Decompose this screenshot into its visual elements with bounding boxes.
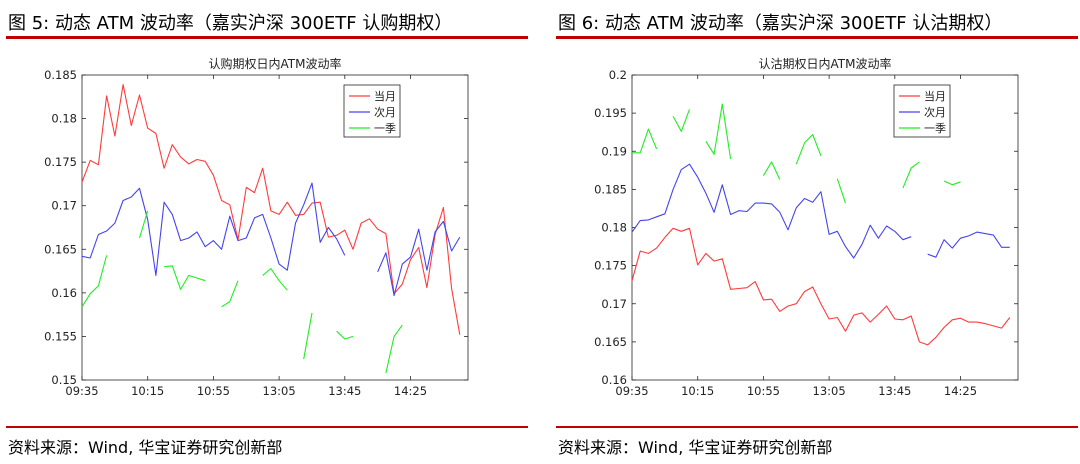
- y-tick-label: 0.17: [51, 199, 77, 213]
- series-line-一季: [902, 161, 920, 189]
- x-tick-label: 13:05: [813, 384, 846, 398]
- legend-label: 一季: [374, 122, 396, 135]
- x-tick-label: 14:25: [394, 384, 427, 398]
- series-line-一季: [943, 180, 961, 186]
- source-note: 资料来源：Wind, 华宝证券研究创新部: [8, 438, 283, 457]
- series-line-当月: [631, 227, 1011, 346]
- x-tick-label: 10:55: [197, 384, 230, 398]
- series-line-当月: [81, 84, 461, 335]
- y-tick-label: 0.165: [44, 242, 77, 256]
- series-line-一季: [385, 324, 403, 374]
- y-tick-label: 0.165: [594, 335, 627, 349]
- series-line-一季: [762, 161, 781, 180]
- y-tick-label: 0.175: [44, 155, 77, 169]
- source-rule: [6, 426, 528, 428]
- legend-label: 次月: [924, 105, 946, 119]
- series-line-一季: [632, 128, 658, 154]
- title-rule: [6, 36, 528, 39]
- series-line-一季: [336, 330, 354, 340]
- y-tick-label: 0.15: [51, 373, 77, 387]
- series-line-一季: [836, 178, 847, 204]
- series-line-一季: [81, 255, 108, 308]
- legend-label: 当月: [374, 89, 396, 103]
- series-line-一季: [164, 265, 206, 290]
- put-volatility-chart: 认沽期权日内ATM波动率 0.16 0.165 0.17 0.175 0.18 0.185 0…: [594, 56, 1019, 398]
- y-tick-label: 0.18: [51, 112, 77, 126]
- series-line-一季: [303, 312, 313, 360]
- source-rule: [556, 426, 1078, 428]
- plot-area: [631, 74, 1019, 381]
- legend-label: 一季: [924, 122, 946, 135]
- series-line-一季: [705, 103, 732, 159]
- y-tick-label: 0.16: [51, 286, 77, 300]
- source-note: 资料来源：Wind, 华宝证券研究创新部: [558, 438, 833, 457]
- figure-panel-put: 图 6: 动态 ATM 波动率（嘉实沪深 300ETF 认沽期权） 认沽期权日内…: [550, 0, 1080, 464]
- y-tick-label: 0.16: [601, 373, 627, 387]
- series-line-一季: [221, 280, 239, 308]
- y-tick-label: 0.175: [594, 259, 627, 273]
- chart-title: 认购期权日内ATM波动率: [209, 56, 342, 71]
- x-tick-label: 09:35: [615, 384, 648, 398]
- legend-label: 当月: [924, 89, 946, 103]
- chart-title: 认沽期权日内ATM波动率: [759, 56, 892, 71]
- x-tick-label: 13:45: [328, 384, 361, 398]
- y-tick-label: 0.18: [601, 221, 627, 235]
- x-tick-label: 10:15: [681, 384, 714, 398]
- figure-title: 图 6: 动态 ATM 波动率（嘉实沪深 300ETF 认沽期权）: [558, 13, 1003, 34]
- x-tick-label: 10:55: [747, 384, 780, 398]
- plot-area: [81, 74, 469, 381]
- legend-box: [343, 84, 401, 138]
- series-line-次月: [927, 231, 1010, 258]
- y-tick-label: 0.17: [601, 297, 627, 311]
- x-tick-label: 09:35: [65, 384, 98, 398]
- call-volatility-chart: 认购期权日内ATM波动率 0.15 0.155 0.16 0.165 0.17 0.175 0…: [44, 56, 469, 398]
- x-tick-label: 13:05: [263, 384, 296, 398]
- series-line-一季: [138, 210, 149, 239]
- series-line-次月: [631, 163, 912, 259]
- series-line-一季: [795, 133, 822, 165]
- series-line-次月: [81, 182, 346, 276]
- legend-label: 次月: [374, 105, 396, 119]
- title-rule: [556, 36, 1078, 39]
- figure-panel-call: 图 5: 动态 ATM 波动率（嘉实沪深 300ETF 认购期权） 认购期权日内…: [0, 0, 530, 464]
- series-line-次月: [377, 220, 461, 297]
- y-tick-label: 0.155: [44, 329, 77, 343]
- x-tick-label: 13:45: [878, 384, 911, 398]
- figure-title: 图 5: 动态 ATM 波动率（嘉实沪深 300ETF 认购期权）: [8, 13, 453, 34]
- x-tick-label: 14:25: [944, 384, 977, 398]
- y-tick-label: 0.195: [594, 106, 627, 120]
- series-line-一季: [262, 267, 288, 291]
- y-tick-label: 0.185: [44, 68, 77, 82]
- series-line-一季: [672, 109, 691, 132]
- y-tick-label: 0.19: [601, 144, 627, 158]
- x-tick-label: 10:15: [131, 384, 164, 398]
- y-tick-label: 0.185: [594, 182, 627, 196]
- y-tick-label: 0.2: [609, 68, 627, 82]
